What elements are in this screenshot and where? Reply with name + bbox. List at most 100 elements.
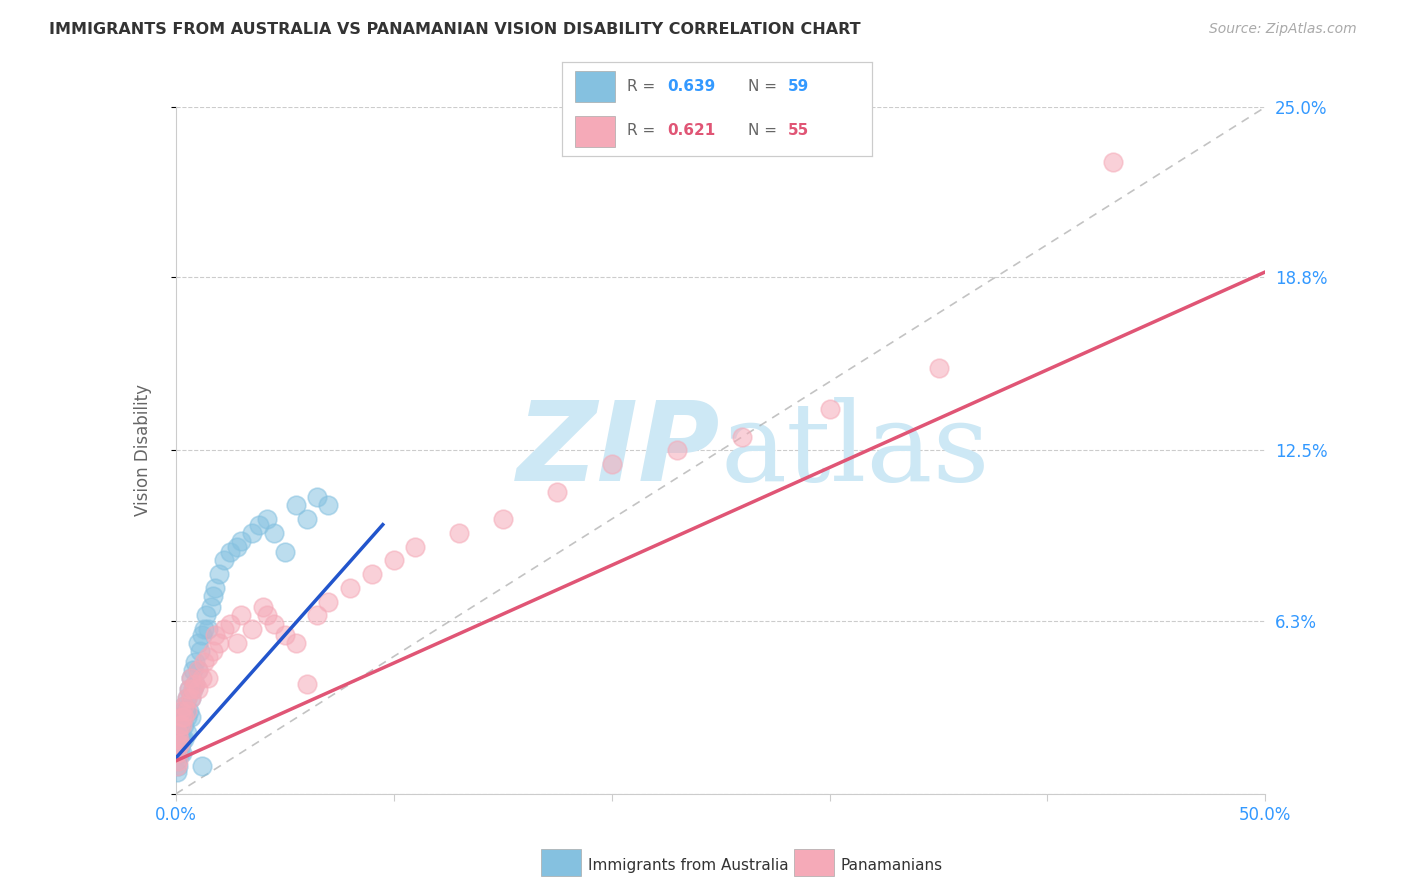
Point — [172, 718, 194, 732]
Text: N =: N = — [748, 78, 782, 94]
Point — [176, 705, 198, 719]
Point — [197, 672, 219, 686]
Point — [169, 718, 191, 732]
Point — [176, 710, 198, 724]
Point — [173, 731, 195, 746]
Point — [191, 672, 214, 686]
Point — [447, 525, 470, 540]
Point — [166, 746, 188, 760]
Point — [191, 627, 214, 641]
Point — [186, 636, 209, 650]
Point — [200, 600, 222, 615]
Point — [169, 710, 191, 724]
Point — [186, 663, 209, 677]
Point — [295, 677, 318, 691]
Point — [172, 710, 194, 724]
Point — [174, 705, 197, 719]
Point — [339, 581, 361, 595]
Point — [318, 499, 340, 513]
Point — [169, 738, 191, 752]
Point — [180, 672, 202, 686]
Text: atlas: atlas — [721, 397, 990, 504]
Text: 0.639: 0.639 — [668, 78, 716, 94]
Y-axis label: Vision Disability: Vision Disability — [134, 384, 152, 516]
Point — [225, 636, 247, 650]
Point — [172, 718, 194, 732]
Point — [188, 644, 211, 658]
Point — [172, 731, 194, 746]
Point — [274, 545, 297, 559]
Point — [177, 705, 200, 719]
Point — [256, 608, 278, 623]
Point — [181, 682, 204, 697]
Point — [167, 726, 190, 740]
Point — [167, 718, 190, 732]
Point — [405, 540, 427, 554]
Point — [193, 622, 215, 636]
Point — [186, 682, 209, 697]
Point — [231, 534, 253, 549]
Point — [247, 517, 270, 532]
Point — [1102, 155, 1125, 169]
Point — [284, 499, 307, 513]
Point — [240, 525, 263, 540]
Point — [167, 738, 190, 752]
Point — [177, 682, 200, 697]
Point — [172, 746, 194, 760]
Point — [600, 457, 623, 471]
Point — [167, 746, 190, 760]
Point — [184, 655, 207, 669]
Point — [219, 616, 242, 631]
Text: 59: 59 — [789, 78, 810, 94]
Point — [173, 698, 195, 713]
Point — [193, 655, 215, 669]
Text: R =: R = — [627, 123, 661, 138]
Point — [204, 627, 226, 641]
Bar — [575, 70, 614, 102]
Point — [184, 677, 207, 691]
Point — [240, 622, 263, 636]
Bar — [575, 116, 614, 147]
Point — [170, 705, 193, 719]
Point — [186, 663, 209, 677]
Point — [263, 616, 285, 631]
Point — [167, 731, 190, 746]
Point — [666, 443, 689, 458]
Point — [181, 663, 204, 677]
Point — [184, 677, 207, 691]
Point — [169, 731, 191, 746]
Point — [166, 759, 188, 773]
Point — [201, 644, 224, 658]
Point — [212, 622, 235, 636]
Point — [169, 738, 191, 752]
Text: Source: ZipAtlas.com: Source: ZipAtlas.com — [1209, 22, 1357, 37]
Point — [492, 512, 515, 526]
Point — [166, 764, 188, 779]
Point — [180, 690, 202, 705]
Point — [274, 627, 297, 641]
Point — [219, 545, 242, 559]
Point — [176, 690, 198, 705]
Text: ZIP: ZIP — [517, 397, 721, 504]
Point — [169, 746, 191, 760]
Point — [204, 581, 226, 595]
Text: Immigrants from Australia: Immigrants from Australia — [588, 858, 789, 872]
Point — [201, 589, 224, 603]
Text: Panamanians: Panamanians — [841, 858, 943, 872]
Point — [307, 608, 329, 623]
Point — [180, 710, 202, 724]
Point — [360, 567, 382, 582]
Point — [546, 484, 568, 499]
Point — [307, 490, 329, 504]
Point — [197, 622, 219, 636]
Point — [181, 682, 204, 697]
Point — [191, 759, 214, 773]
Point — [173, 698, 195, 713]
Point — [318, 594, 340, 608]
Point — [231, 608, 253, 623]
Point — [208, 567, 231, 582]
Point — [818, 402, 841, 417]
Point — [382, 553, 405, 567]
Point — [173, 710, 195, 724]
Point — [173, 718, 195, 732]
